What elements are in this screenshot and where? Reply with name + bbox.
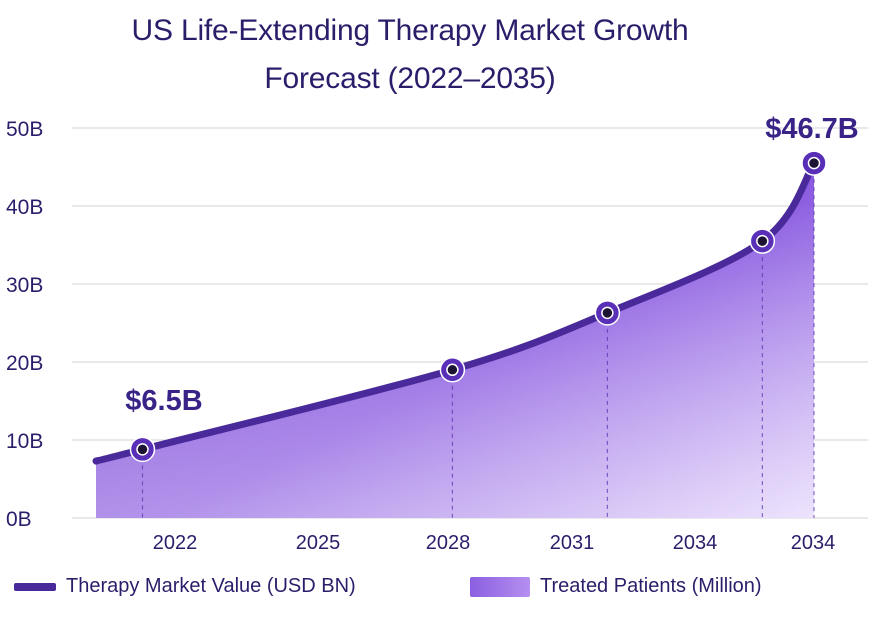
x-tick-label: 2034: [791, 532, 836, 554]
y-tick-label: 50B: [6, 118, 43, 141]
legend-label-market-value: Therapy Market Value (USD BN): [66, 575, 356, 597]
treated-patients-area-shade: [96, 163, 814, 518]
chart-title-line-1: US Life-Extending Therapy Market Growth: [131, 14, 689, 47]
y-tick-label: 20B: [6, 352, 43, 375]
value-annotation: $6.5B: [125, 385, 202, 417]
y-tick-label: 0B: [6, 508, 32, 531]
legend-item-market-value: Therapy Market Value (USD BN): [14, 575, 356, 598]
data-point: [801, 150, 827, 176]
data-point: [129, 436, 156, 463]
legend-area-swatch: [470, 576, 530, 597]
x-tick-label: 2031: [550, 532, 595, 554]
chart-title-line-2: Forecast (2022–2035): [264, 62, 556, 95]
value-annotation: $46.7B: [765, 113, 859, 145]
data-point: [749, 228, 776, 254]
data-point: [594, 300, 621, 326]
y-tick-label: 10B: [6, 430, 43, 453]
x-tick-label: 2034: [673, 532, 718, 554]
y-tick-label: 40B: [6, 196, 43, 219]
x-tick-label: 2025: [296, 532, 341, 554]
legend-label-treated-patients: Treated Patients (Million): [540, 575, 762, 597]
legend-item-treated-patients: Treated Patients (Million): [470, 575, 762, 598]
x-tick-label: 2028: [426, 532, 471, 554]
legend-line-swatch: [14, 582, 56, 591]
data-point: [439, 357, 466, 383]
y-tick-label: 30B: [6, 274, 43, 297]
x-tick-label: 2022: [153, 532, 198, 554]
